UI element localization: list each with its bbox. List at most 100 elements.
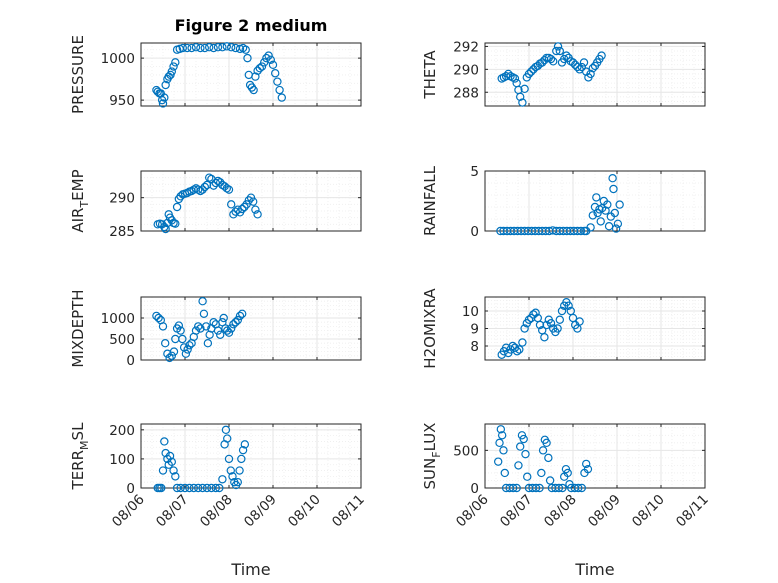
x-tick-label: 08/10	[629, 492, 668, 531]
data-point	[268, 60, 278, 70]
data-point	[172, 202, 182, 212]
data-point	[574, 483, 583, 493]
data-point	[271, 69, 280, 78]
data-point	[235, 311, 245, 321]
data-point	[542, 53, 551, 63]
data-point	[222, 184, 231, 193]
data-point	[198, 483, 207, 493]
data-point	[193, 483, 203, 493]
data-point	[165, 353, 174, 363]
data-point	[273, 77, 282, 86]
data-point	[499, 446, 508, 455]
data-point	[161, 448, 170, 458]
data-point	[538, 446, 548, 455]
data-point	[158, 99, 168, 108]
data-point	[241, 45, 250, 54]
subplot-6: 89 10 H2OMIXRA	[421, 288, 706, 369]
data-point	[161, 224, 170, 234]
y-axis-label: RAINFALL	[421, 165, 439, 236]
data-point	[553, 42, 563, 51]
y-tick-label: 0	[470, 224, 479, 240]
data-point	[523, 472, 532, 481]
subplot-1: 950 1000 PRESSURE	[69, 35, 362, 114]
data-point	[185, 483, 194, 493]
figure-title: Figure 2 medium	[175, 16, 328, 35]
data-point	[233, 315, 242, 325]
data-point	[213, 43, 223, 52]
data-point	[235, 466, 244, 475]
y-tick-label: 1000	[101, 51, 135, 67]
data-point	[196, 43, 205, 53]
y-axis-label: MIXDEPTH	[69, 289, 87, 367]
data-point	[609, 184, 618, 194]
data-point	[518, 98, 527, 107]
data-point	[187, 43, 196, 53]
axes-box	[140, 423, 362, 489]
data-point	[538, 58, 547, 67]
subplot-3: 285 290 AIRTEMP	[69, 169, 362, 240]
data-point	[209, 43, 218, 53]
data-point	[201, 322, 211, 331]
data-point	[508, 341, 517, 351]
data-point	[575, 317, 584, 326]
data-point	[588, 211, 598, 220]
data-point	[512, 78, 521, 88]
data-point	[537, 468, 546, 478]
data-point	[198, 185, 207, 194]
data-point	[520, 84, 529, 94]
y-axis-label: TERRMSL	[69, 422, 91, 491]
data-point	[544, 453, 553, 463]
y-tick-label: 200	[109, 423, 135, 439]
data-point	[224, 185, 234, 194]
data-point	[167, 457, 176, 467]
data-point	[514, 461, 523, 470]
data-point	[527, 67, 536, 76]
y-tick-label: 950	[109, 93, 135, 109]
data-point	[178, 334, 187, 344]
data-point	[540, 333, 549, 342]
y-tick-label: 500	[453, 443, 479, 459]
data-point	[579, 58, 589, 67]
data-point	[555, 46, 565, 56]
data-point	[546, 319, 556, 328]
axes-box	[140, 296, 362, 361]
data-point	[204, 173, 214, 182]
data-point	[160, 93, 169, 102]
data-point	[244, 196, 253, 205]
x-axis-label-right: Time	[574, 560, 614, 579]
data-point	[200, 43, 209, 53]
data-point	[191, 43, 201, 52]
data-point	[219, 313, 228, 323]
data-point	[573, 62, 582, 72]
data-point	[161, 80, 170, 90]
data-point	[555, 315, 565, 324]
data-point	[508, 483, 518, 493]
data-point	[228, 472, 237, 481]
data-point	[524, 315, 534, 324]
data-point	[515, 345, 524, 354]
data-point	[535, 483, 544, 493]
data-point	[251, 72, 260, 81]
data-point	[557, 306, 567, 316]
data-point	[251, 205, 260, 214]
data-point	[160, 437, 169, 446]
data-point	[248, 197, 258, 206]
data-point	[209, 318, 218, 327]
data-point	[223, 434, 232, 443]
data-point	[223, 326, 232, 335]
x-tick-label: 08/09	[241, 492, 280, 531]
data-point	[226, 43, 236, 52]
data-point	[183, 345, 192, 354]
data-point	[238, 445, 248, 455]
data-point	[500, 468, 509, 478]
data-point	[160, 339, 170, 348]
data-point	[583, 464, 593, 474]
data-point	[199, 309, 209, 318]
y-tick-label: 8	[470, 339, 479, 355]
data-point	[531, 483, 541, 493]
data-point	[516, 92, 525, 102]
data-point	[176, 326, 185, 335]
x-tick-label: 08/10	[285, 492, 324, 531]
